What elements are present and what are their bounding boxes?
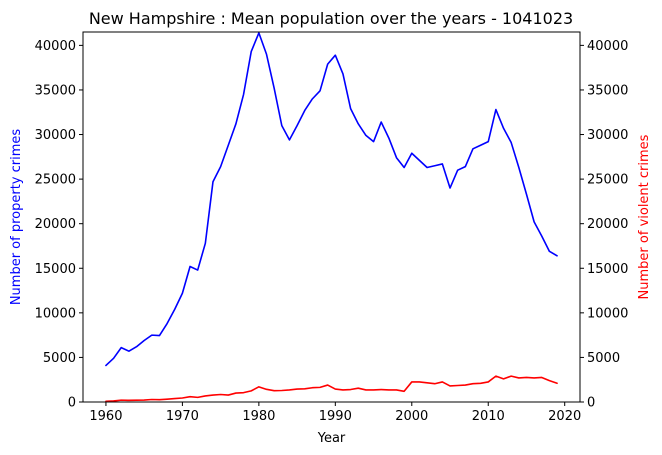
x-tick-label: 2000 xyxy=(395,409,428,424)
x-tick-label: 2010 xyxy=(472,409,505,424)
x-tick-label: 1990 xyxy=(319,409,352,424)
x-axis-label: Year xyxy=(317,431,346,446)
x-tick-label: 1960 xyxy=(89,409,122,424)
y-right-tick-label: 15000 xyxy=(587,262,628,277)
y-axis-left-label: Number of property crimes xyxy=(9,129,24,306)
y-right-tick-label: 35000 xyxy=(587,83,628,98)
y-left-tick-label: 10000 xyxy=(35,306,76,321)
y-left-tick-label: 30000 xyxy=(35,128,76,143)
y-right-tick-label: 25000 xyxy=(587,173,628,188)
y-axis-right: 0 5000 10000 15000 20000 25000 30000 35000 40000 xyxy=(580,39,628,411)
y-left-tick-label: 20000 xyxy=(35,217,76,232)
y-right-tick-label: 0 xyxy=(587,396,595,411)
series-layer xyxy=(105,32,558,403)
y-left-tick-label: 0 xyxy=(68,396,76,411)
y-left-tick-label: 25000 xyxy=(35,173,76,188)
y-right-tick-label: 10000 xyxy=(587,306,628,321)
y-left-tick-label: 15000 xyxy=(35,262,76,277)
series-line-2 xyxy=(105,375,558,403)
y-right-tick-label: 20000 xyxy=(587,217,628,232)
x-tick-label: 1980 xyxy=(242,409,275,424)
y-axis-left: 0 5000 10000 15000 20000 25000 30000 35000 40000 xyxy=(35,39,83,411)
x-tick-label: 1970 xyxy=(166,409,199,424)
x-tick-label: 2020 xyxy=(548,409,581,424)
y-right-tick-label: 40000 xyxy=(587,39,628,54)
y-left-tick-label: 35000 xyxy=(35,83,76,98)
y-right-tick-label: 5000 xyxy=(587,351,620,366)
y-left-tick-label: 5000 xyxy=(43,351,76,366)
y-axis-right-label: Number of violent crimes xyxy=(637,134,652,299)
chart-title: New Hampshire : Mean population over the… xyxy=(89,9,573,28)
x-axis: 1960 1970 1980 1990 2000 2010 2020 xyxy=(89,402,581,424)
y-right-tick-label: 30000 xyxy=(587,128,628,143)
series-line-1 xyxy=(105,32,558,367)
y-left-tick-label: 40000 xyxy=(35,39,76,54)
plot-frame xyxy=(82,31,581,403)
